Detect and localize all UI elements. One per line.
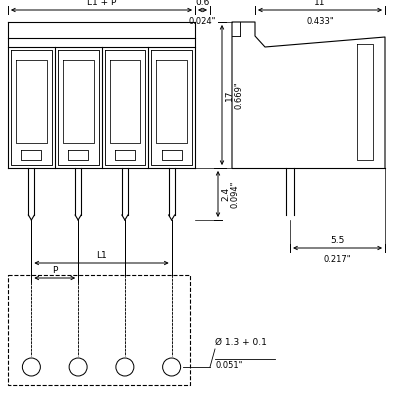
Text: Ø 1.3 + 0.1: Ø 1.3 + 0.1	[215, 338, 267, 347]
Text: L1 + P: L1 + P	[87, 0, 116, 7]
Text: 0.669": 0.669"	[234, 81, 243, 109]
Text: 0.217": 0.217"	[324, 255, 351, 264]
Text: 5.5: 5.5	[330, 236, 345, 245]
Text: P: P	[52, 266, 57, 275]
Text: 2.4: 2.4	[221, 187, 230, 201]
Bar	[8, 275, 190, 385]
Text: L1: L1	[96, 251, 107, 260]
Text: 0.094": 0.094"	[230, 180, 239, 208]
Text: 0.6: 0.6	[195, 0, 210, 7]
Text: 0.051": 0.051"	[215, 361, 243, 370]
Text: 0.433": 0.433"	[306, 17, 334, 26]
Text: 0.024": 0.024"	[189, 17, 216, 26]
Text: 11: 11	[314, 0, 326, 7]
Text: 17: 17	[225, 89, 234, 101]
